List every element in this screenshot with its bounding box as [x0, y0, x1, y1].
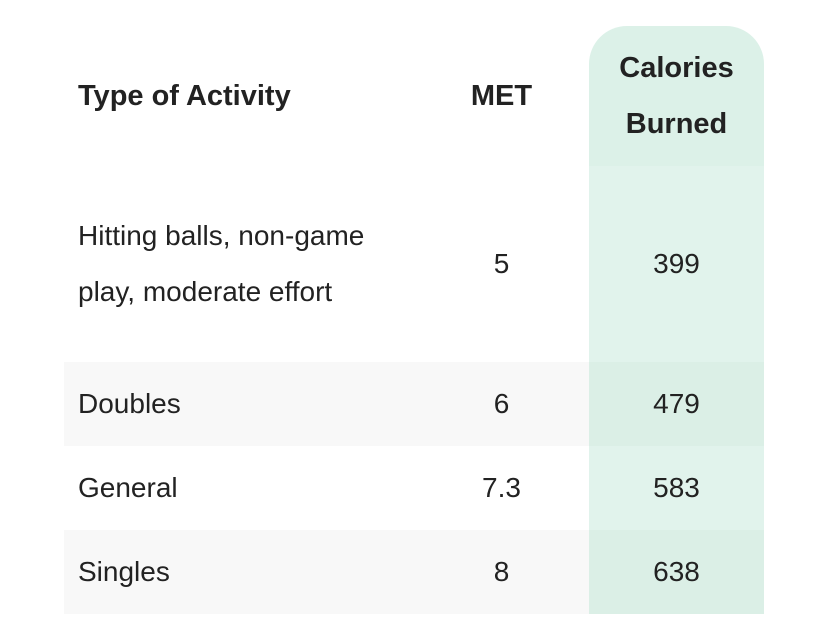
- activity-label: Hitting balls, non-game play, moderate e…: [78, 220, 365, 307]
- table-row: General 7.3 583: [64, 446, 764, 530]
- calories-cell: 638: [589, 530, 764, 614]
- calories-table: Type of Activity MET Calories Burned Hit…: [64, 26, 764, 614]
- met-cell: 8: [493, 556, 510, 587]
- header-activity: Type of Activity: [78, 80, 291, 112]
- calories-cell: 399: [589, 166, 764, 362]
- met-cell: 6: [493, 388, 510, 419]
- met-cell: 7.3: [482, 472, 521, 503]
- met-cell: 5: [493, 248, 510, 279]
- table-row: Hitting balls, non-game play, moderate e…: [64, 166, 764, 362]
- activity-cell: Doubles: [78, 388, 181, 419]
- table-row: Doubles 6 479: [64, 362, 764, 446]
- header-met: MET: [470, 80, 533, 112]
- activity-cell: General: [78, 472, 178, 503]
- header-calories: Calories Burned: [589, 26, 764, 166]
- header-calories-label: Calories Burned: [619, 52, 734, 140]
- activity-cell: Singles: [78, 556, 170, 587]
- activity-cell: Hitting balls, non-game play, moderate e…: [64, 166, 414, 362]
- calories-cell: 479: [589, 362, 764, 446]
- table-row: Singles 8 638: [64, 530, 764, 614]
- calories-cell: 583: [589, 446, 764, 530]
- table-header-row: Type of Activity MET Calories Burned: [64, 26, 764, 166]
